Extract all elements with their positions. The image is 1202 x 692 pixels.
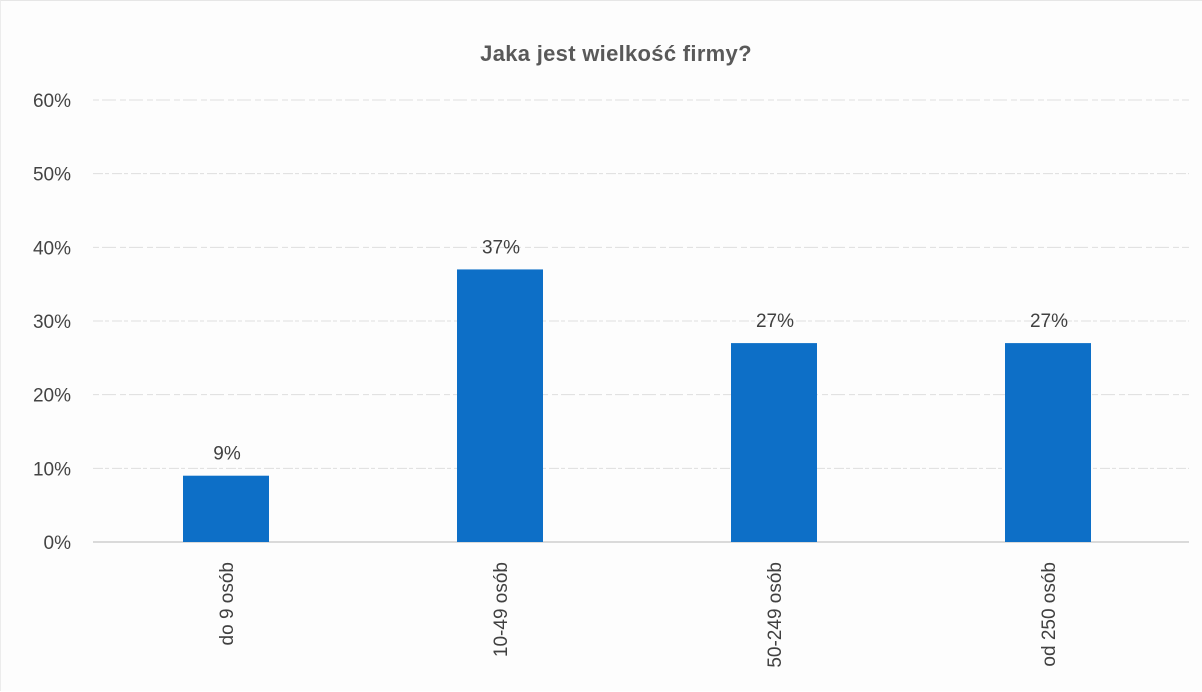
y-tick-label: 10% — [33, 459, 71, 480]
y-tick-label: 60% — [33, 91, 71, 112]
category-label: do 9 osób — [217, 562, 238, 645]
y-tick-label: 20% — [33, 386, 71, 407]
category-label: 10-49 osób — [491, 562, 512, 657]
y-tick-label: 40% — [33, 238, 71, 259]
category-label: 50-249 osób — [765, 562, 786, 668]
bar — [731, 343, 817, 542]
y-tick-label: 30% — [33, 312, 71, 333]
category-label: od 250 osób — [1039, 562, 1060, 667]
chart-title: Jaka jest wielkość firmy? — [480, 41, 752, 66]
y-tick-label: 50% — [33, 165, 71, 186]
bar — [457, 269, 543, 542]
data-label: 37% — [482, 237, 520, 258]
data-label: 27% — [1030, 311, 1068, 332]
bar — [1005, 343, 1091, 542]
data-label: 9% — [213, 444, 241, 465]
y-tick-label: 0% — [44, 533, 72, 554]
bar — [183, 475, 269, 542]
data-label: 27% — [756, 311, 794, 332]
